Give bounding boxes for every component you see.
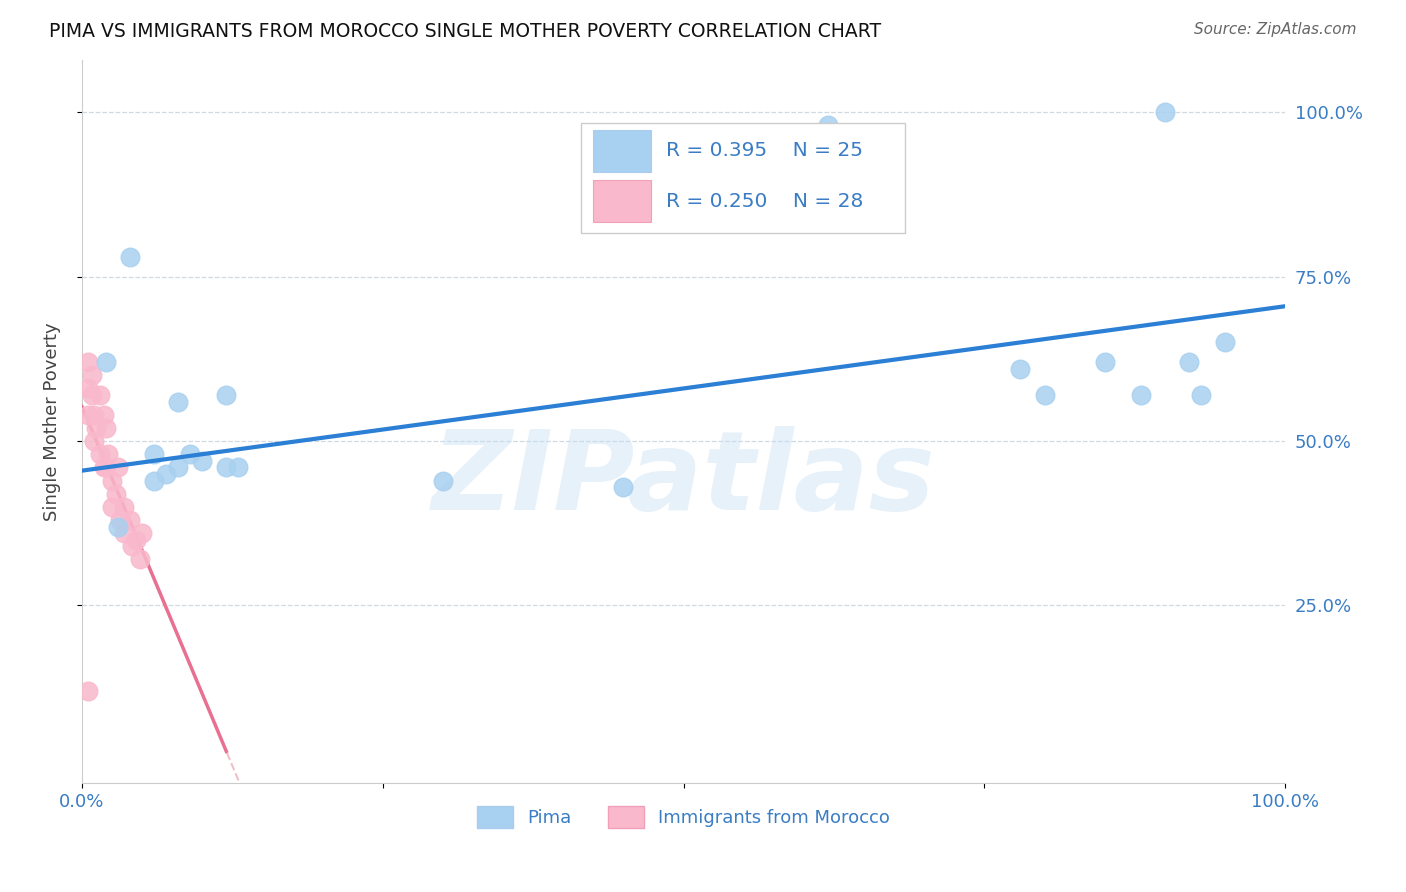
Point <box>1094 355 1116 369</box>
Text: PIMA VS IMMIGRANTS FROM MOROCCO SINGLE MOTHER POVERTY CORRELATION CHART: PIMA VS IMMIGRANTS FROM MOROCCO SINGLE M… <box>49 22 882 41</box>
Point <box>1129 388 1152 402</box>
Point <box>83 434 105 448</box>
Point <box>89 447 111 461</box>
Point <box>1153 105 1175 120</box>
Point <box>120 513 142 527</box>
Legend: Pima, Immigrants from Morocco: Pima, Immigrants from Morocco <box>470 799 897 836</box>
Point <box>80 388 103 402</box>
Point <box>841 191 863 205</box>
Point <box>167 394 190 409</box>
Bar <box>593 180 651 222</box>
Point <box>121 539 143 553</box>
Point <box>179 447 201 461</box>
Point <box>89 388 111 402</box>
Point <box>77 381 100 395</box>
Point <box>107 519 129 533</box>
Y-axis label: Single Mother Poverty: Single Mother Poverty <box>44 322 60 521</box>
Point <box>77 684 100 698</box>
Point <box>125 533 148 547</box>
Point <box>107 460 129 475</box>
Point <box>143 474 166 488</box>
Point <box>1033 388 1056 402</box>
Point <box>131 526 153 541</box>
Point <box>128 552 150 566</box>
Point <box>167 460 190 475</box>
Point <box>101 500 124 514</box>
Bar <box>593 129 651 172</box>
Point <box>143 447 166 461</box>
Point <box>93 408 115 422</box>
Point <box>215 460 238 475</box>
Point <box>112 526 135 541</box>
Point <box>77 408 100 422</box>
Point <box>112 500 135 514</box>
Point <box>191 454 214 468</box>
Text: Source: ZipAtlas.com: Source: ZipAtlas.com <box>1194 22 1357 37</box>
Point <box>120 250 142 264</box>
Point <box>94 460 117 475</box>
FancyBboxPatch shape <box>581 122 905 233</box>
Point <box>1213 335 1236 350</box>
Text: R = 0.250    N = 28: R = 0.250 N = 28 <box>665 192 863 211</box>
Point <box>93 460 115 475</box>
Point <box>94 421 117 435</box>
Point <box>228 460 250 475</box>
Point <box>104 486 127 500</box>
Point <box>97 447 120 461</box>
Point <box>83 408 105 422</box>
Point <box>817 119 839 133</box>
Point <box>94 355 117 369</box>
Point <box>86 421 108 435</box>
Point <box>101 474 124 488</box>
Point <box>612 480 634 494</box>
Point <box>77 355 100 369</box>
Point <box>80 368 103 383</box>
Point <box>1010 361 1032 376</box>
Point <box>432 474 454 488</box>
Point <box>155 467 177 481</box>
Point <box>1189 388 1212 402</box>
Text: ZIPatlas: ZIPatlas <box>432 425 935 533</box>
Point <box>110 513 132 527</box>
Text: R = 0.395    N = 25: R = 0.395 N = 25 <box>665 141 862 161</box>
Point <box>215 388 238 402</box>
Point <box>1178 355 1201 369</box>
